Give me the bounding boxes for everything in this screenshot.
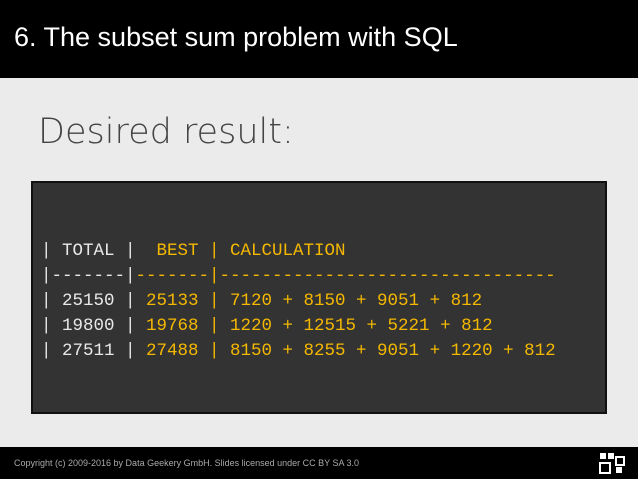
code-total: |-------| [41, 266, 136, 286]
logo [599, 453, 625, 474]
code-total: | 19800 | [41, 316, 136, 336]
code-block: | TOTAL | BEST | CALCULATION |-------|---… [41, 239, 556, 364]
code-total: | TOTAL | [41, 241, 136, 261]
code-line: | TOTAL | BEST | CALCULATION [41, 239, 556, 264]
title-bar: 6. The subset sum problem with SQL [0, 0, 638, 78]
code-total: | 27511 | [41, 341, 136, 361]
code-result: 27488 | 8150 + 8255 + 9051 + 1220 + 812 [135, 341, 556, 361]
code-box: | TOTAL | BEST | CALCULATION |-------|---… [31, 181, 607, 414]
code-result: BEST | CALCULATION [135, 241, 346, 261]
code-total: | 25150 | [41, 291, 136, 311]
code-line: | 19800 | 19768 | 1220 + 12515 + 5221 + … [41, 314, 556, 339]
copyright: Copyright (c) 2009-2016 by Data Geekery … [14, 458, 360, 468]
code-result: 25133 | 7120 + 8150 + 9051 + 812 [135, 291, 483, 311]
slide-title: 6. The subset sum problem with SQL [14, 22, 458, 52]
code-line: | 27511 | 27488 | 8150 + 8255 + 9051 + 1… [41, 339, 556, 364]
code-line: | 25150 | 25133 | 7120 + 8150 + 9051 + 8… [41, 289, 556, 314]
code-line: |-------|-------|-----------------------… [41, 264, 556, 289]
heading: Desired result: [38, 112, 294, 152]
code-result: -------|-------------------------------- [135, 266, 556, 286]
footer-bar: Copyright (c) 2009-2016 by Data Geekery … [0, 447, 638, 479]
code-result: 19768 | 1220 + 12515 + 5221 + 812 [135, 316, 493, 336]
